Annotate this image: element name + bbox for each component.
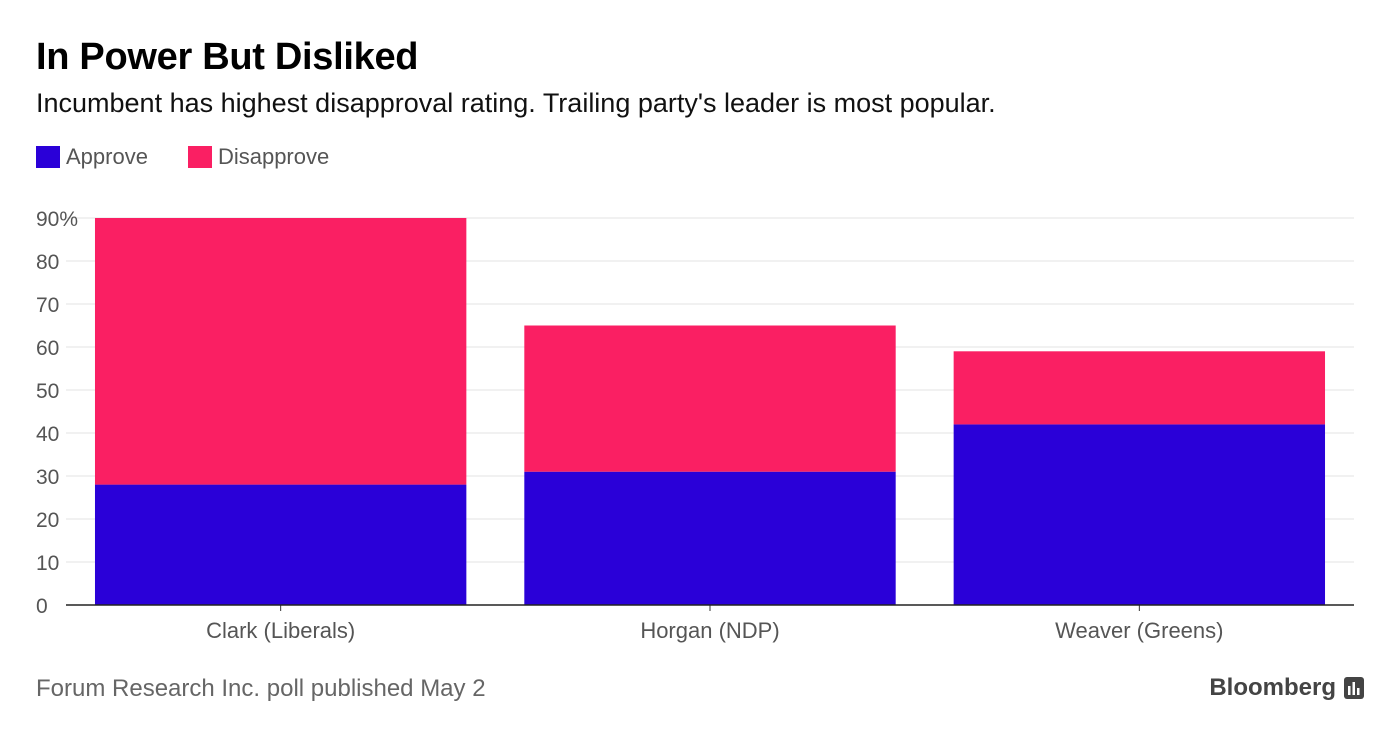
y-tick-label: 30 [36,466,59,489]
chart-subtitle: Incumbent has highest disapproval rating… [36,88,996,118]
source-note: Forum Research Inc. poll published May 2 [36,675,486,702]
x-tick-label: Clark (Liberals) [206,618,355,643]
y-tick-label: 70 [36,294,59,317]
y-tick-label: 0 [36,595,48,618]
y-tick-label: 40 [36,423,59,446]
y-tick-label: 80 [36,251,59,274]
y-tick-label: 90% [36,208,78,231]
chart-title: In Power But Disliked [36,36,419,78]
bar-approve-1 [524,471,896,605]
legend-swatch-disapprove [187,146,212,168]
x-tick-label: Horgan (NDP) [640,618,779,643]
y-tick-label: 60 [36,337,59,360]
bloomberg-chart-icon [1344,677,1364,699]
bloomberg-logo: Bloomberg [1209,674,1364,702]
bar-disapprove-0 [94,218,467,485]
legend: Approve Disapprove [36,144,369,170]
bar-approve-0 [94,484,467,605]
bar-approve-2 [953,424,1326,605]
y-tick-label: 10 [36,552,59,575]
legend-item-approve: Approve [36,144,148,170]
bar-disapprove-2 [953,351,1326,425]
brand-name: Bloomberg [1209,674,1336,701]
legend-swatch-approve [36,146,60,168]
legend-item-disapprove: Disapprove [187,144,330,170]
legend-label-disapprove: Disapprove [217,144,330,169]
x-tick-label: Weaver (Greens) [1055,618,1223,643]
bar-disapprove-1 [524,325,896,472]
y-tick-label: 20 [36,509,59,532]
y-tick-label: 50 [36,380,59,403]
legend-label-approve: Approve [66,144,148,169]
